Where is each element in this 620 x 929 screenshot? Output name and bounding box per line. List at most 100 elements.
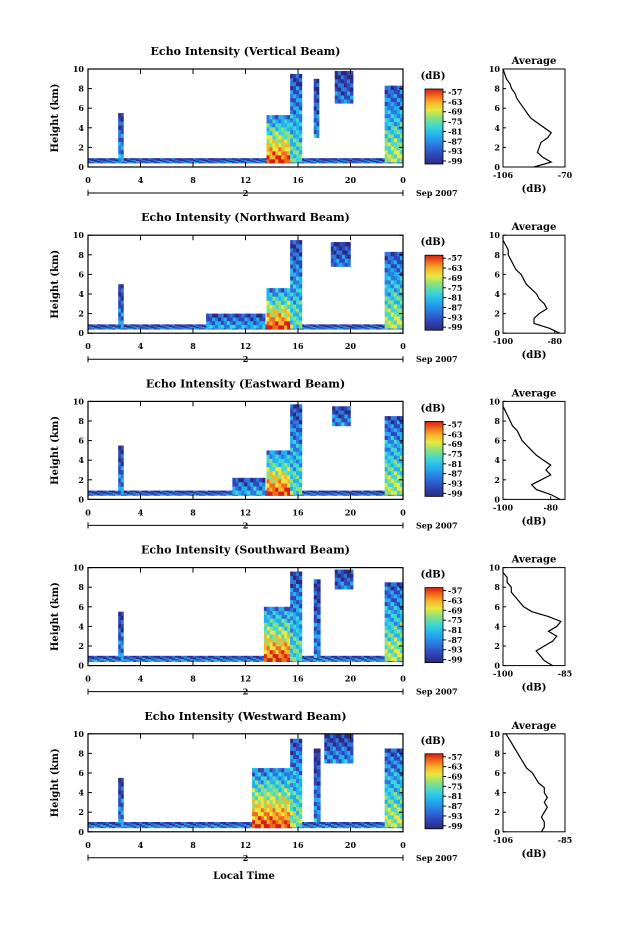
echo-cell	[275, 649, 279, 655]
echo-cell	[298, 93, 303, 99]
echo-cell	[112, 328, 116, 330]
echo-cell	[387, 474, 392, 480]
echo-cell	[106, 158, 110, 160]
echo-cell	[394, 826, 398, 829]
echo-cell	[390, 125, 395, 131]
echo-cell	[124, 494, 128, 496]
echo-cell	[384, 312, 388, 317]
echo-cell	[253, 161, 257, 164]
echo-cell	[250, 657, 254, 660]
echo-cell	[262, 317, 266, 322]
echo-cell	[220, 826, 224, 829]
echo-cell	[91, 328, 95, 330]
echo-cell	[317, 817, 321, 823]
echo-cell	[384, 141, 388, 147]
echo-cell	[335, 754, 339, 760]
echo-cell	[296, 599, 300, 605]
echo-cell	[393, 768, 398, 773]
echo-cell	[166, 822, 170, 824]
echo-cell	[208, 160, 212, 163]
echo-cell	[266, 772, 270, 777]
echo-cell	[88, 823, 92, 826]
echo-cell	[298, 490, 303, 495]
y-tick-label: 10	[73, 230, 85, 240]
echo-cell	[287, 646, 291, 651]
echo-cell	[313, 493, 317, 495]
echo-cell	[293, 130, 297, 135]
echo-cell	[337, 824, 341, 827]
echo-cell	[151, 493, 155, 495]
echo-cell	[178, 325, 182, 328]
echo-cell	[387, 617, 392, 622]
echo-cell	[331, 324, 335, 326]
echo-cell	[262, 158, 266, 160]
echo-cell	[266, 139, 270, 144]
echo-cell	[287, 657, 291, 662]
average-x-label: (dB)	[522, 849, 547, 860]
echo-cell	[313, 494, 317, 496]
echo-cell	[252, 815, 256, 821]
echo-cell	[252, 823, 256, 829]
echo-cell	[284, 768, 288, 773]
echo-cell	[220, 657, 224, 660]
echo-cell	[250, 328, 254, 330]
echo-cell	[331, 655, 335, 658]
echo-cell	[254, 799, 259, 805]
echo-cell	[281, 780, 285, 785]
echo-cell	[390, 772, 395, 777]
plot-frame	[87, 733, 404, 833]
echo-cell	[272, 772, 276, 777]
echo-cell	[263, 807, 268, 813]
echo-cell	[211, 822, 215, 824]
echo-cell	[97, 328, 101, 330]
echo-cell	[278, 454, 282, 459]
echo-cell	[257, 807, 262, 813]
echo-cell	[235, 477, 239, 483]
echo-cell	[337, 325, 341, 328]
echo-cell	[272, 321, 276, 326]
echo-cell	[342, 262, 346, 267]
echo-cell	[232, 655, 236, 658]
echo-cell	[214, 317, 219, 322]
echo-cell	[325, 324, 329, 326]
echo-cell	[269, 823, 273, 829]
echo-cell	[94, 494, 98, 496]
echo-cell	[317, 809, 321, 815]
echo-cell	[120, 445, 124, 450]
echo-cell	[370, 658, 374, 661]
echo-cell	[278, 143, 282, 148]
echo-cell	[328, 824, 332, 827]
echo-cell	[296, 603, 300, 609]
echo-cell	[118, 781, 122, 787]
echo-cell	[298, 101, 303, 107]
echo-cell	[347, 242, 351, 247]
echo-cell	[256, 477, 260, 483]
echo-cell	[352, 491, 356, 494]
echo-cell	[157, 160, 161, 163]
echo-cell	[272, 462, 276, 468]
echo-cell	[260, 784, 265, 789]
echo-cell	[266, 300, 270, 305]
echo-cell	[396, 783, 401, 788]
echo-cell	[290, 579, 294, 584]
echo-cell	[340, 99, 345, 104]
echo-cell	[307, 658, 311, 661]
echo-cell	[94, 328, 98, 330]
echo-cell	[293, 105, 297, 111]
echo-cell	[284, 606, 288, 612]
echo-cell	[263, 646, 268, 651]
echo-cell	[266, 649, 271, 655]
echo-cell	[256, 313, 260, 318]
echo-cell	[290, 636, 294, 641]
echo-cell	[316, 326, 320, 329]
echo-cell	[367, 491, 371, 494]
echo-cell	[332, 406, 336, 411]
echo-cell	[298, 455, 303, 460]
echo-cell	[121, 826, 125, 829]
echo-cell	[145, 658, 149, 661]
echo-cell	[293, 73, 297, 79]
echo-cell	[290, 470, 294, 476]
echo-cell	[293, 113, 297, 119]
echo-cell	[387, 101, 392, 107]
echo-cell	[364, 160, 368, 163]
